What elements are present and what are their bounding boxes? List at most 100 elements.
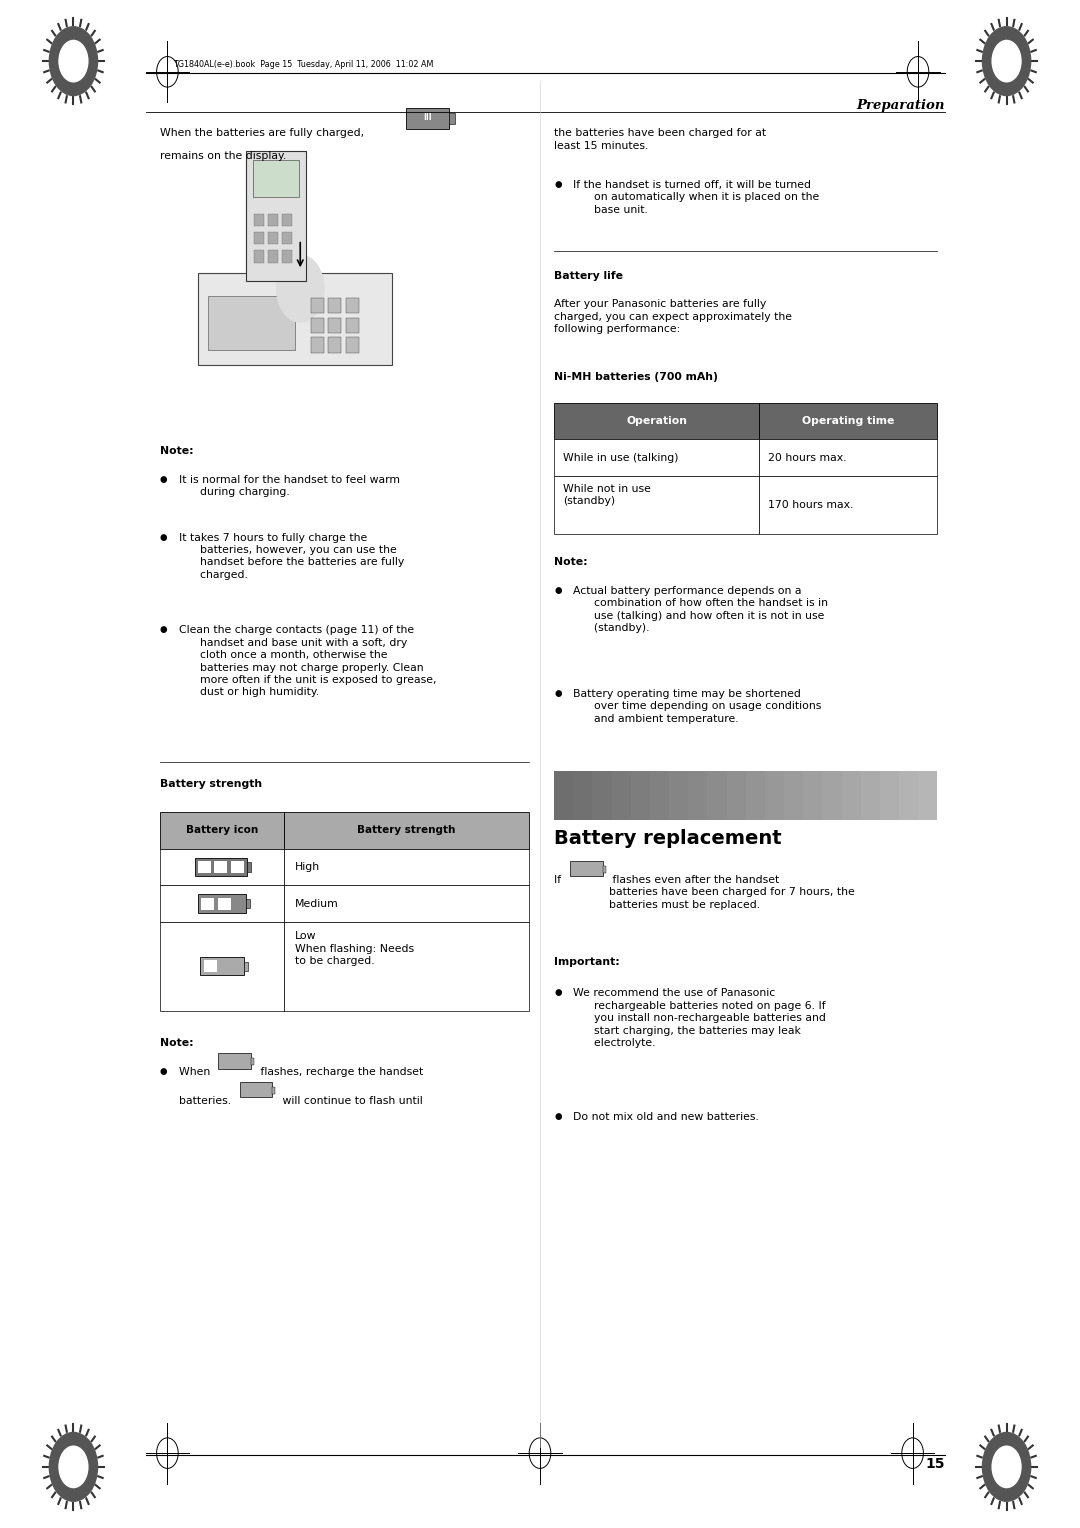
Bar [861, 772, 880, 821]
Text: ●: ● [160, 625, 167, 634]
Bar [554, 475, 759, 533]
Bar [784, 772, 804, 821]
Text: batteries.: batteries. [179, 1096, 235, 1106]
Text: If: If [554, 876, 568, 885]
Bar [707, 772, 727, 821]
Bar [194, 857, 246, 876]
Bar [254, 251, 264, 263]
Bar [823, 772, 841, 821]
Text: High: High [295, 862, 320, 872]
Bar [218, 897, 231, 909]
Bar [160, 885, 284, 921]
Bar [603, 866, 606, 874]
Text: Actual battery performance depends on a
      combination of how often the hands: Actual battery performance depends on a … [573, 585, 828, 633]
Bar [282, 214, 292, 226]
Bar [160, 848, 284, 885]
Bar [611, 772, 631, 821]
Circle shape [49, 26, 98, 96]
Bar [311, 338, 324, 353]
Bar [284, 885, 529, 921]
Circle shape [49, 1432, 98, 1502]
Text: When: When [179, 1067, 214, 1077]
Bar [554, 772, 573, 821]
Bar [231, 860, 244, 872]
Bar [804, 772, 823, 821]
Circle shape [991, 1445, 1022, 1488]
Bar [282, 232, 292, 244]
Bar [215, 860, 228, 872]
Bar [254, 214, 264, 226]
Bar [727, 772, 745, 821]
Text: 15: 15 [926, 1456, 945, 1471]
Text: Note:: Note: [160, 446, 193, 455]
Text: Medium: Medium [295, 898, 339, 909]
Text: ●: ● [554, 180, 562, 189]
Text: Preparation: Preparation [856, 99, 945, 113]
Text: We recommend the use of Panasonic
      rechargeable batteries noted on page 6. : We recommend the use of Panasonic rechar… [573, 989, 826, 1048]
Bar [346, 318, 359, 333]
Bar [251, 1057, 254, 1065]
Bar [268, 232, 278, 244]
Bar [268, 251, 278, 263]
Text: Note:: Note: [554, 556, 588, 567]
Text: Battery icon: Battery icon [186, 825, 258, 836]
Bar [841, 772, 861, 821]
Bar [201, 957, 244, 975]
Bar [282, 251, 292, 263]
Bar [198, 274, 392, 365]
Text: Important:: Important: [554, 958, 620, 967]
Bar [554, 439, 759, 475]
Text: flashes, recharge the handset: flashes, recharge the handset [257, 1067, 423, 1077]
Bar [244, 961, 248, 970]
Bar [328, 338, 341, 353]
Text: ●: ● [160, 533, 167, 541]
Bar [246, 862, 251, 871]
Bar [218, 1053, 251, 1068]
Text: will continue to flash until: will continue to flash until [279, 1096, 422, 1106]
Bar [328, 298, 341, 313]
Text: 170 hours max.: 170 hours max. [768, 500, 853, 510]
Text: While in use (talking): While in use (talking) [563, 452, 678, 463]
Text: ●: ● [554, 585, 562, 594]
Text: Operating time: Operating time [802, 416, 894, 426]
Bar [240, 1082, 272, 1097]
Bar [311, 318, 324, 333]
Text: the batteries have been charged for at
least 15 minutes.: the batteries have been charged for at l… [554, 128, 766, 151]
Text: Operation: Operation [626, 416, 687, 426]
Text: Clean the charge contacts (page 11) of the
      handset and base unit with a so: Clean the charge contacts (page 11) of t… [179, 625, 436, 697]
Bar [688, 772, 707, 821]
Bar [204, 960, 217, 972]
Bar [160, 921, 284, 1010]
Bar [554, 402, 759, 439]
Bar [631, 772, 650, 821]
Text: Note:: Note: [160, 1038, 193, 1048]
Bar [346, 338, 359, 353]
Text: Battery replacement: Battery replacement [554, 830, 782, 848]
Text: remains on the display.: remains on the display. [160, 151, 286, 160]
Bar [268, 214, 278, 226]
Bar [570, 862, 603, 877]
Circle shape [58, 40, 89, 83]
Bar [328, 318, 341, 333]
Text: While not in use
(standby): While not in use (standby) [563, 483, 650, 506]
Bar [670, 772, 688, 821]
Text: ●: ● [160, 1067, 167, 1076]
Bar [918, 772, 937, 821]
Text: After your Panasonic batteries are fully
charged, you can expect approximately t: After your Panasonic batteries are fully… [554, 299, 792, 335]
Bar [406, 107, 449, 128]
Bar [233, 895, 242, 911]
Bar [246, 151, 306, 281]
Text: III: III [423, 113, 432, 122]
Text: Do not mix old and new batteries.: Do not mix old and new batteries. [573, 1112, 759, 1122]
Text: It takes 7 hours to fully charge the
      batteries, however, you can use the
 : It takes 7 hours to fully charge the bat… [179, 533, 405, 579]
Bar [253, 160, 299, 197]
Bar [765, 772, 784, 821]
Bar [899, 772, 918, 821]
Bar [880, 772, 900, 821]
Text: 20 hours max.: 20 hours max. [768, 452, 847, 463]
Circle shape [58, 1445, 89, 1488]
Text: When the batteries are fully charged,: When the batteries are fully charged, [160, 128, 370, 139]
Bar [745, 772, 765, 821]
Text: ●: ● [554, 689, 562, 698]
Text: Battery life: Battery life [554, 270, 623, 281]
